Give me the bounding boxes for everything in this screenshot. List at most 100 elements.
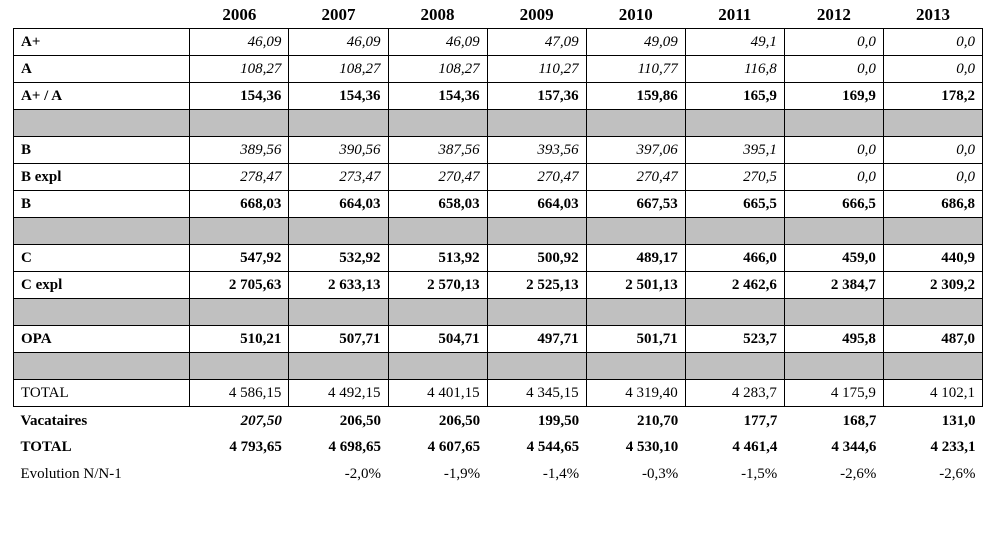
value-cell: 2 501,13: [585, 271, 686, 299]
spacer-cell: [387, 109, 488, 137]
value-cell: 4 461,4: [732, 438, 778, 455]
row-label: TOTAL: [20, 438, 72, 455]
spacer-cell: [387, 352, 488, 380]
value-cell: 154,36: [189, 82, 290, 110]
value-cell: 397,06: [585, 136, 686, 164]
value-cell: 199,50: [537, 413, 580, 430]
spacer-cell: [486, 109, 587, 137]
value-cell: 500,92: [486, 244, 587, 272]
row-label: B: [12, 136, 191, 164]
value-cell: 278,47: [189, 163, 290, 191]
value-cell: 2 525,13: [486, 271, 587, 299]
table-row: C expl 2 705,63 2 633,13 2 570,13 2 525,13 2 …: [12, 271, 984, 299]
spacer-cell: [387, 298, 488, 326]
value-cell: 4 319,40: [585, 379, 686, 407]
value-cell: 395,1: [684, 136, 785, 164]
value-cell: -2,0%: [344, 465, 381, 482]
row-label: OPA: [12, 325, 191, 353]
spacer-cell: [387, 217, 488, 245]
spacer-cell: [684, 352, 785, 380]
year-header: 2006: [222, 4, 257, 24]
value-cell: 46,09: [387, 28, 488, 56]
value-cell: 668,03: [189, 190, 290, 218]
value-cell: 0,0: [783, 28, 884, 56]
row-label: TOTAL: [12, 379, 191, 407]
spacer-cell: [189, 109, 290, 137]
table-row: A+ 46,09 46,09 46,09 47,09 49,09 49,1 0,0 0,0: [12, 28, 984, 56]
spacer-cell: [684, 298, 785, 326]
row-label: Vacataires: [20, 413, 88, 430]
value-cell: 504,71: [387, 325, 488, 353]
row-label: C: [12, 244, 191, 272]
spacer-cell: [12, 352, 191, 380]
spacer-cell: [288, 109, 389, 137]
value-cell: 4 530,10: [625, 438, 679, 455]
value-cell: 154,36: [387, 82, 488, 110]
value-cell: 270,47: [486, 163, 587, 191]
value-cell: 108,27: [189, 55, 290, 83]
header-row: 2006 2007 2008 2009 2010 2011 2012 2013: [14, 1, 983, 29]
spacer-cell: [684, 109, 785, 137]
value-cell: 2 384,7: [783, 271, 884, 299]
value-cell: 666,5: [783, 190, 884, 218]
table-row: A 108,27 108,27 108,27 110,27 110,77 116,8 0,0 0…: [12, 55, 984, 83]
table-row: Evolution N/N-1 -2,0% -1,9% -1,4% -0,3% -1,5%…: [14, 461, 983, 488]
value-cell: 489,17: [585, 244, 686, 272]
value-cell: 4 401,15: [387, 379, 488, 407]
spacer-cell: [585, 298, 686, 326]
value-cell: 4 345,15: [486, 379, 587, 407]
spacer-row: [12, 298, 984, 326]
value-cell: 4 492,15: [288, 379, 389, 407]
table-row: A+ / A 154,36 154,36 154,36 157,36 159,86 165,…: [12, 82, 984, 110]
row-label: C expl: [12, 271, 191, 299]
value-cell: 110,27: [486, 55, 587, 83]
table-row: OPA 510,21 507,71 504,71 497,71 501,71 523,7 49…: [12, 325, 984, 353]
spacer-cell: [288, 298, 389, 326]
spacer-cell: [486, 217, 587, 245]
year-header: 2011: [718, 4, 752, 24]
spacer-cell: [882, 109, 984, 137]
value-cell: 210,70: [636, 413, 679, 430]
value-cell: 664,03: [288, 190, 389, 218]
row-label: B: [12, 190, 191, 218]
table-row: TOTAL 4 586,15 4 492,15 4 401,15 4 345,15 4 3…: [12, 379, 984, 407]
value-cell: 270,47: [585, 163, 686, 191]
spacer-cell: [783, 352, 884, 380]
value-cell: 497,71: [486, 325, 587, 353]
value-cell: 2 309,2: [882, 271, 984, 299]
value-cell: 159,86: [585, 82, 686, 110]
value-cell: 459,0: [783, 244, 884, 272]
spacer-row: [12, 217, 984, 245]
value-cell: 4 344,6: [831, 438, 877, 455]
corner-cell: [14, 1, 190, 29]
value-cell: 0,0: [882, 55, 984, 83]
value-cell: 0,0: [783, 55, 884, 83]
value-cell: 2 633,13: [288, 271, 389, 299]
value-cell: 4 283,7: [684, 379, 785, 407]
value-cell: -1,5%: [741, 465, 778, 482]
value-cell: 169,9: [783, 82, 884, 110]
value-cell: -1,4%: [542, 465, 580, 482]
value-cell: 4 793,65: [229, 438, 282, 455]
value-cell: 664,03: [486, 190, 587, 218]
spacer-cell: [12, 298, 191, 326]
spacer-cell: [585, 109, 686, 137]
value-cell: 0,0: [882, 136, 984, 164]
spacer-cell: [288, 217, 389, 245]
year-header: 2007: [321, 4, 356, 24]
spacer-cell: [12, 217, 191, 245]
value-cell: 177,7: [743, 413, 778, 430]
value-cell: 206,50: [339, 413, 381, 430]
value-cell: 501,71: [585, 325, 686, 353]
value-cell: 487,0: [882, 325, 984, 353]
spacer-cell: [783, 298, 884, 326]
value-cell: 2 705,63: [189, 271, 290, 299]
value-cell: 178,2: [882, 82, 984, 110]
spacer-cell: [684, 217, 785, 245]
spacer-cell: [189, 298, 290, 326]
value-cell: -1,9%: [443, 465, 481, 482]
value-cell: 49,1: [684, 28, 785, 56]
value-cell: 389,56: [189, 136, 290, 164]
row-label: A+: [12, 28, 191, 56]
